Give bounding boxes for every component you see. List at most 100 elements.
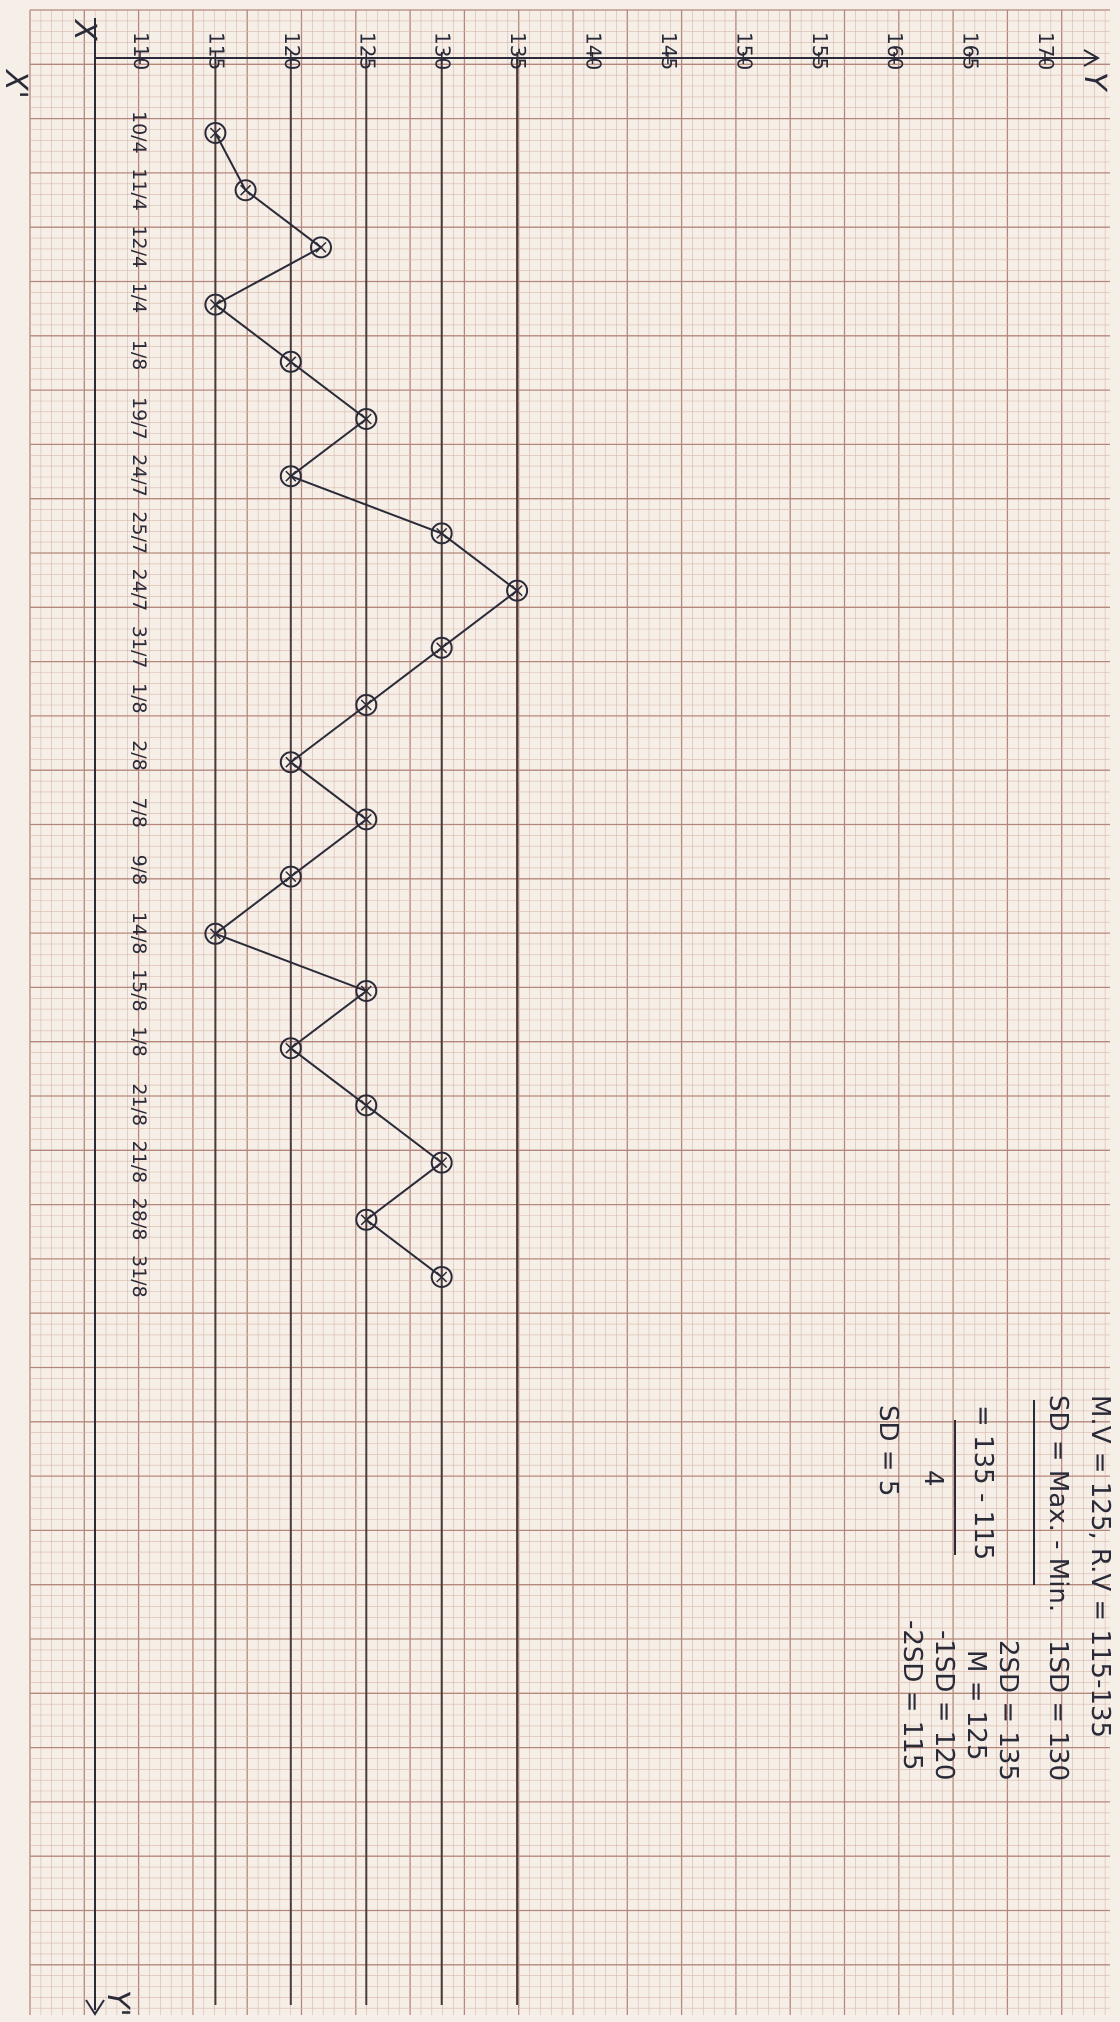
x-axis-arrow-icon xyxy=(1083,49,1101,67)
data-point xyxy=(430,1266,453,1288)
y-axis-left-label: Y' xyxy=(100,1990,135,2017)
date-tick-label: 2/8 xyxy=(128,740,150,771)
date-tick-label: 21/8 xyxy=(128,1083,150,1126)
data-point-cross xyxy=(436,642,448,654)
sd-list-5: -2SD = 115 xyxy=(897,1620,927,1770)
data-point-cross xyxy=(209,928,221,940)
data-point xyxy=(355,808,378,831)
date-tick-label: 1/8 xyxy=(128,683,150,714)
date-tick-label: 31/7 xyxy=(128,626,150,669)
data-point-cross xyxy=(360,985,372,997)
data-point-cross xyxy=(285,871,297,883)
date-tick-label: 15/8 xyxy=(128,969,150,1012)
value-tick-label: 110 xyxy=(129,32,153,70)
value-tick-label: 165 xyxy=(959,32,983,70)
date-tick-label: 1/8 xyxy=(128,1026,150,1057)
data-point xyxy=(204,293,227,316)
data-point-cross xyxy=(360,1214,372,1226)
date-tick-label: 25/7 xyxy=(128,511,150,554)
value-tick-label: 140 xyxy=(582,32,606,70)
value-tick-label: 145 xyxy=(657,32,681,70)
data-point-cross xyxy=(285,756,297,768)
x-tick-labels: 10/4 11/4 12/4 1/4 1/8 19/7 24/7 25/7 24/7 31/7 1/… xyxy=(128,111,150,1298)
data-point xyxy=(430,522,453,545)
sd-formula-note: SD = Max. - Min. xyxy=(1043,1395,1073,1612)
data-point xyxy=(234,179,257,202)
data-point xyxy=(355,1208,378,1231)
y-axis-arrow-icon xyxy=(85,1999,105,2016)
data-point-cross xyxy=(285,1042,297,1054)
y-axis-right-label: Y xyxy=(1077,72,1112,93)
date-tick-label: 11/4 xyxy=(128,168,150,211)
sd-list-1: 1SD = 130 xyxy=(1043,1640,1073,1781)
value-tick-label: 170 xyxy=(1034,32,1058,70)
data-point xyxy=(204,122,227,144)
mean-range-note: M.V = 125, R.V = 115-135 xyxy=(1085,1395,1115,1738)
data-point-cross xyxy=(436,1157,448,1169)
date-tick-label: 19/7 xyxy=(128,397,150,440)
data-point xyxy=(279,350,302,373)
data-point xyxy=(279,1037,302,1060)
data-point-cross xyxy=(315,241,327,253)
sd-denominator-note: 4 xyxy=(918,1470,948,1487)
sd-notes: M.V = 125, R.V = 115-135 SD = Max. - Min… xyxy=(873,1395,1115,1781)
date-tick-label: 1/4 xyxy=(128,283,150,314)
data-point xyxy=(355,694,378,716)
date-tick-label: 28/8 xyxy=(128,1198,150,1241)
data-point-cross xyxy=(360,413,372,425)
axes: X Y X' Y' xyxy=(0,18,1112,2017)
date-tick-label: 10/4 xyxy=(128,111,150,154)
sd-list-4: -1SD = 120 xyxy=(929,1630,959,1780)
date-tick-label: 9/8 xyxy=(128,855,150,886)
grid xyxy=(29,9,1110,2015)
sd-fraction-note: = 135 - 115 xyxy=(968,1405,998,1560)
date-tick-label: 1/8 xyxy=(128,340,150,371)
reference-lines xyxy=(214,58,519,2005)
data-point xyxy=(355,1094,378,1117)
data-point xyxy=(430,1151,453,1174)
date-tick-label: 12/4 xyxy=(128,225,150,268)
y-tick-labels: 110 115 120 125 130 135 140 145 150 155 160 165 170 xyxy=(129,32,1058,70)
value-tick-label: 150 xyxy=(732,32,756,70)
data-point-cross xyxy=(209,299,221,311)
data-point-cross xyxy=(240,184,252,196)
data-point xyxy=(506,579,529,602)
data-point-cross xyxy=(285,356,297,368)
sd-list-3: M = 125 xyxy=(961,1650,991,1760)
sd-result-note: SD = 5 xyxy=(873,1405,903,1496)
date-tick-label: 7/8 xyxy=(128,797,150,828)
data-point xyxy=(279,865,302,888)
data-point-cross xyxy=(209,127,221,139)
value-tick-label: 115 xyxy=(204,32,228,70)
date-tick-label: 21/8 xyxy=(128,1141,150,1184)
data-point xyxy=(279,751,302,774)
value-tick-label: 120 xyxy=(280,32,304,70)
value-tick-label: 160 xyxy=(883,32,907,70)
date-tick-label: 31/8 xyxy=(128,1255,150,1298)
value-tick-label: 125 xyxy=(355,32,379,70)
x-axis-bottom-label: X' xyxy=(0,68,33,99)
data-point-cross xyxy=(436,527,448,539)
data-point-cross xyxy=(285,470,297,482)
data-point-cross xyxy=(360,699,372,711)
data-point xyxy=(355,408,378,430)
data-point xyxy=(279,465,302,488)
data-point-cross xyxy=(436,1271,448,1283)
date-tick-label: 14/8 xyxy=(128,912,150,955)
data-point-cross xyxy=(360,1099,372,1111)
value-tick-label: 130 xyxy=(431,32,455,70)
data-point-cross xyxy=(360,813,372,825)
date-tick-label: 24/7 xyxy=(128,569,150,612)
data-point xyxy=(355,980,378,1002)
value-tick-label: 135 xyxy=(506,32,530,70)
data-point xyxy=(430,636,453,659)
data-point-cross xyxy=(511,585,523,597)
data-point xyxy=(310,236,332,259)
date-tick-label: 24/7 xyxy=(128,454,150,497)
sd-list-2: 2SD = 135 xyxy=(993,1640,1023,1781)
data-points xyxy=(204,122,529,1288)
data-point xyxy=(204,922,227,945)
value-tick-label: 155 xyxy=(808,32,832,70)
